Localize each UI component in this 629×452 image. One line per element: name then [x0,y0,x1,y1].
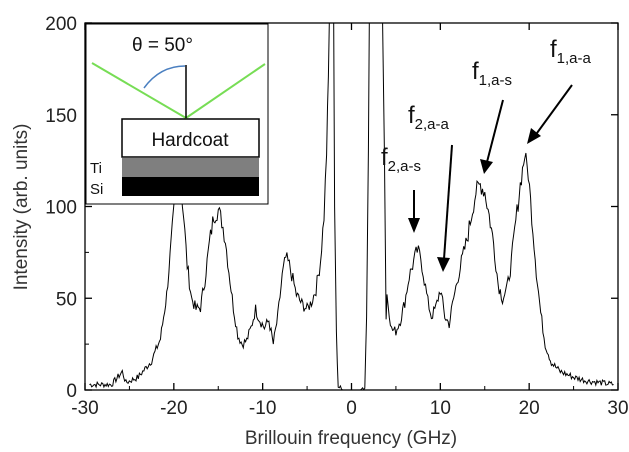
si-layer [122,177,259,196]
annotation-arrow-head [480,159,493,174]
annotation-arrow-head [437,257,450,272]
annotation-label: f1,a-s [472,58,512,89]
x-tick-label: -10 [249,398,276,419]
x-tick-label: 20 [519,398,540,419]
annotation-f1aa: f1,a-a [527,36,592,144]
y-axis-title: Intensity (arb. units) [11,124,32,291]
hardcoat-layer [121,118,260,158]
ti-layer [122,158,259,177]
annotation-arrow-head [408,218,420,233]
si-label: Si [90,181,103,198]
annotation-arrow-line [443,144,453,260]
x-tick-labels: -30 -20 -10 0 10 20 30 [71,398,628,419]
ti-label: Ti [90,160,102,177]
annotation-f1as: f1,a-s [472,58,512,174]
annotation-arrow-line [536,84,573,134]
annotation-label: f2,a-s [381,144,421,175]
angle-arc [143,65,186,89]
annotation-arrow-head [527,128,541,144]
hardcoat-label: Hardcoat [151,130,229,151]
x-axis-title: Brillouin frequency (GHz) [245,428,457,449]
x-tick-label: 0 [346,398,357,419]
annotation-label: f1,a-a [550,36,592,67]
x-tick-label: -20 [160,398,187,419]
y-tick-labels: 0 50 100 150 200 [45,14,77,402]
annotation-f2as: f2,a-s [381,144,421,233]
inset: θ = 50° Hardcoat Ti Si [85,23,269,205]
y-tick-label: 200 [45,14,77,35]
angle-label: θ = 50° [132,35,193,56]
x-tick-label: -30 [71,398,98,419]
y-tick-label: 100 [45,198,77,219]
y-tick-label: 0 [66,381,77,402]
incident-beam [91,62,187,119]
annotation-label: f2,a-a [408,102,450,133]
annotation-arrow-line [486,99,504,163]
x-tick-label: 30 [607,398,628,419]
annotation-f2aa: f2,a-a [408,102,453,272]
scattered-beam [185,63,266,119]
y-tick-label: 50 [56,289,77,310]
y-tick-label: 150 [45,106,77,127]
x-tick-label: 10 [430,398,451,419]
